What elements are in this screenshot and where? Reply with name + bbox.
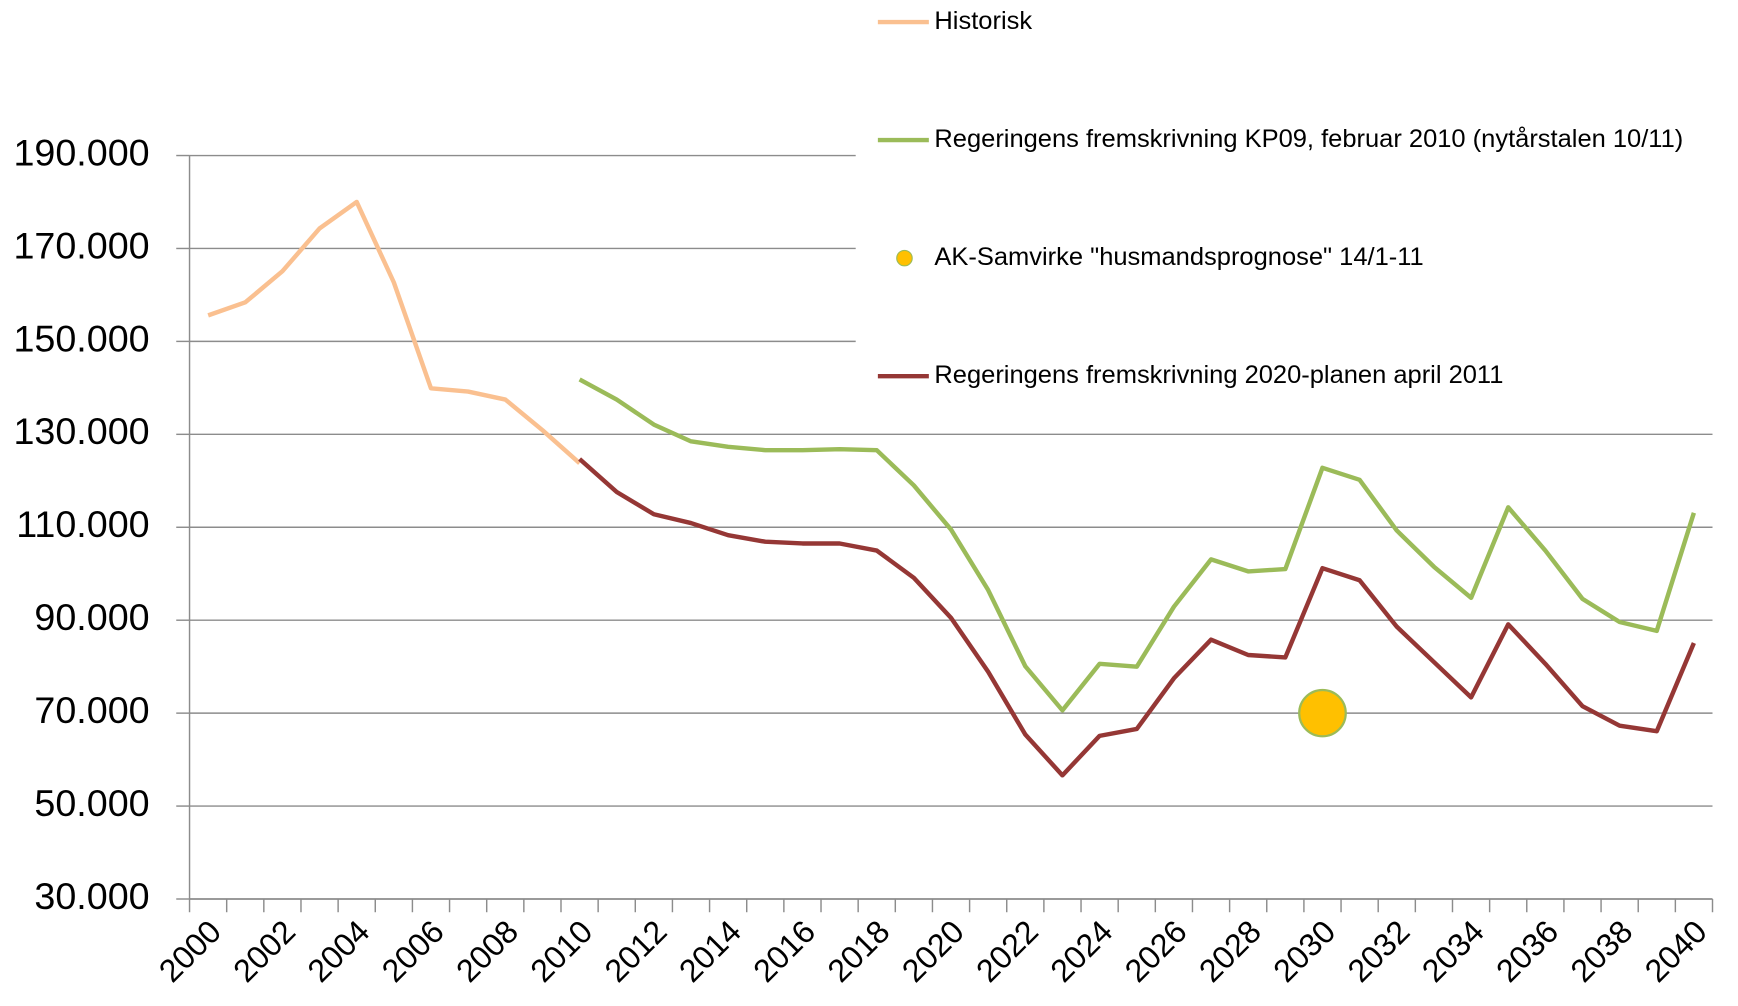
series-line [578,377,1697,713]
legend-label: Regeringens fremskrivning 2020-planen ap… [934,361,1503,389]
x-tick-label: 2020 [895,913,971,989]
x-tick-label: 2008 [449,913,525,989]
x-tick-label: 2010 [523,913,599,989]
series-line [578,457,1696,778]
legend-marker [896,249,913,267]
x-tick-label: 2018 [821,913,897,989]
x-tick-label: 2032 [1341,913,1417,989]
x-tick-label: 2040 [1638,913,1714,989]
x-tick-label: 2038 [1563,913,1639,989]
x-tick-label: 2024 [1043,913,1119,989]
y-tick-label: 70.000 [34,689,149,731]
x-tick-label: 2034 [1415,913,1491,989]
series-point [1298,688,1347,738]
legend: Historisk Regeringens fremskrivning KP09,… [877,7,1683,389]
legend-label: AK-Samvirke "husmandsprognose" 14/1-11 [934,243,1423,271]
y-tick-label: 50.000 [34,782,149,824]
x-tick-label: 2030 [1266,913,1342,989]
x-tick-label: 2022 [969,913,1045,989]
y-tick-label: 130.000 [13,410,149,452]
x-tick-label: 2026 [1118,913,1194,989]
x-tick-label: 2014 [672,913,748,989]
legend-label: Historisk [934,7,1032,35]
x-tick-label: 2012 [598,913,674,989]
x-tick-label: 2000 [152,913,228,989]
x-tick-label: 2004 [300,913,376,989]
series-line [207,199,582,465]
y-tick-label: 190.000 [13,132,149,174]
y-tick-label: 30.000 [34,875,149,917]
x-tick-label: 2036 [1489,913,1565,989]
x-tick-label: 2006 [375,913,451,989]
y-tick-label: 170.000 [13,224,149,266]
y-tick-label: 150.000 [13,317,149,359]
y-tick-label: 90.000 [34,596,149,638]
x-tick-label: 2028 [1192,913,1268,989]
x-tick-label: 2016 [746,913,822,989]
x-tick-label: 2002 [226,913,302,989]
y-tick-label: 110.000 [16,503,149,545]
legend-box [855,0,1738,411]
legend-label: Regeringens fremskrivning KP09, februar … [934,125,1683,153]
